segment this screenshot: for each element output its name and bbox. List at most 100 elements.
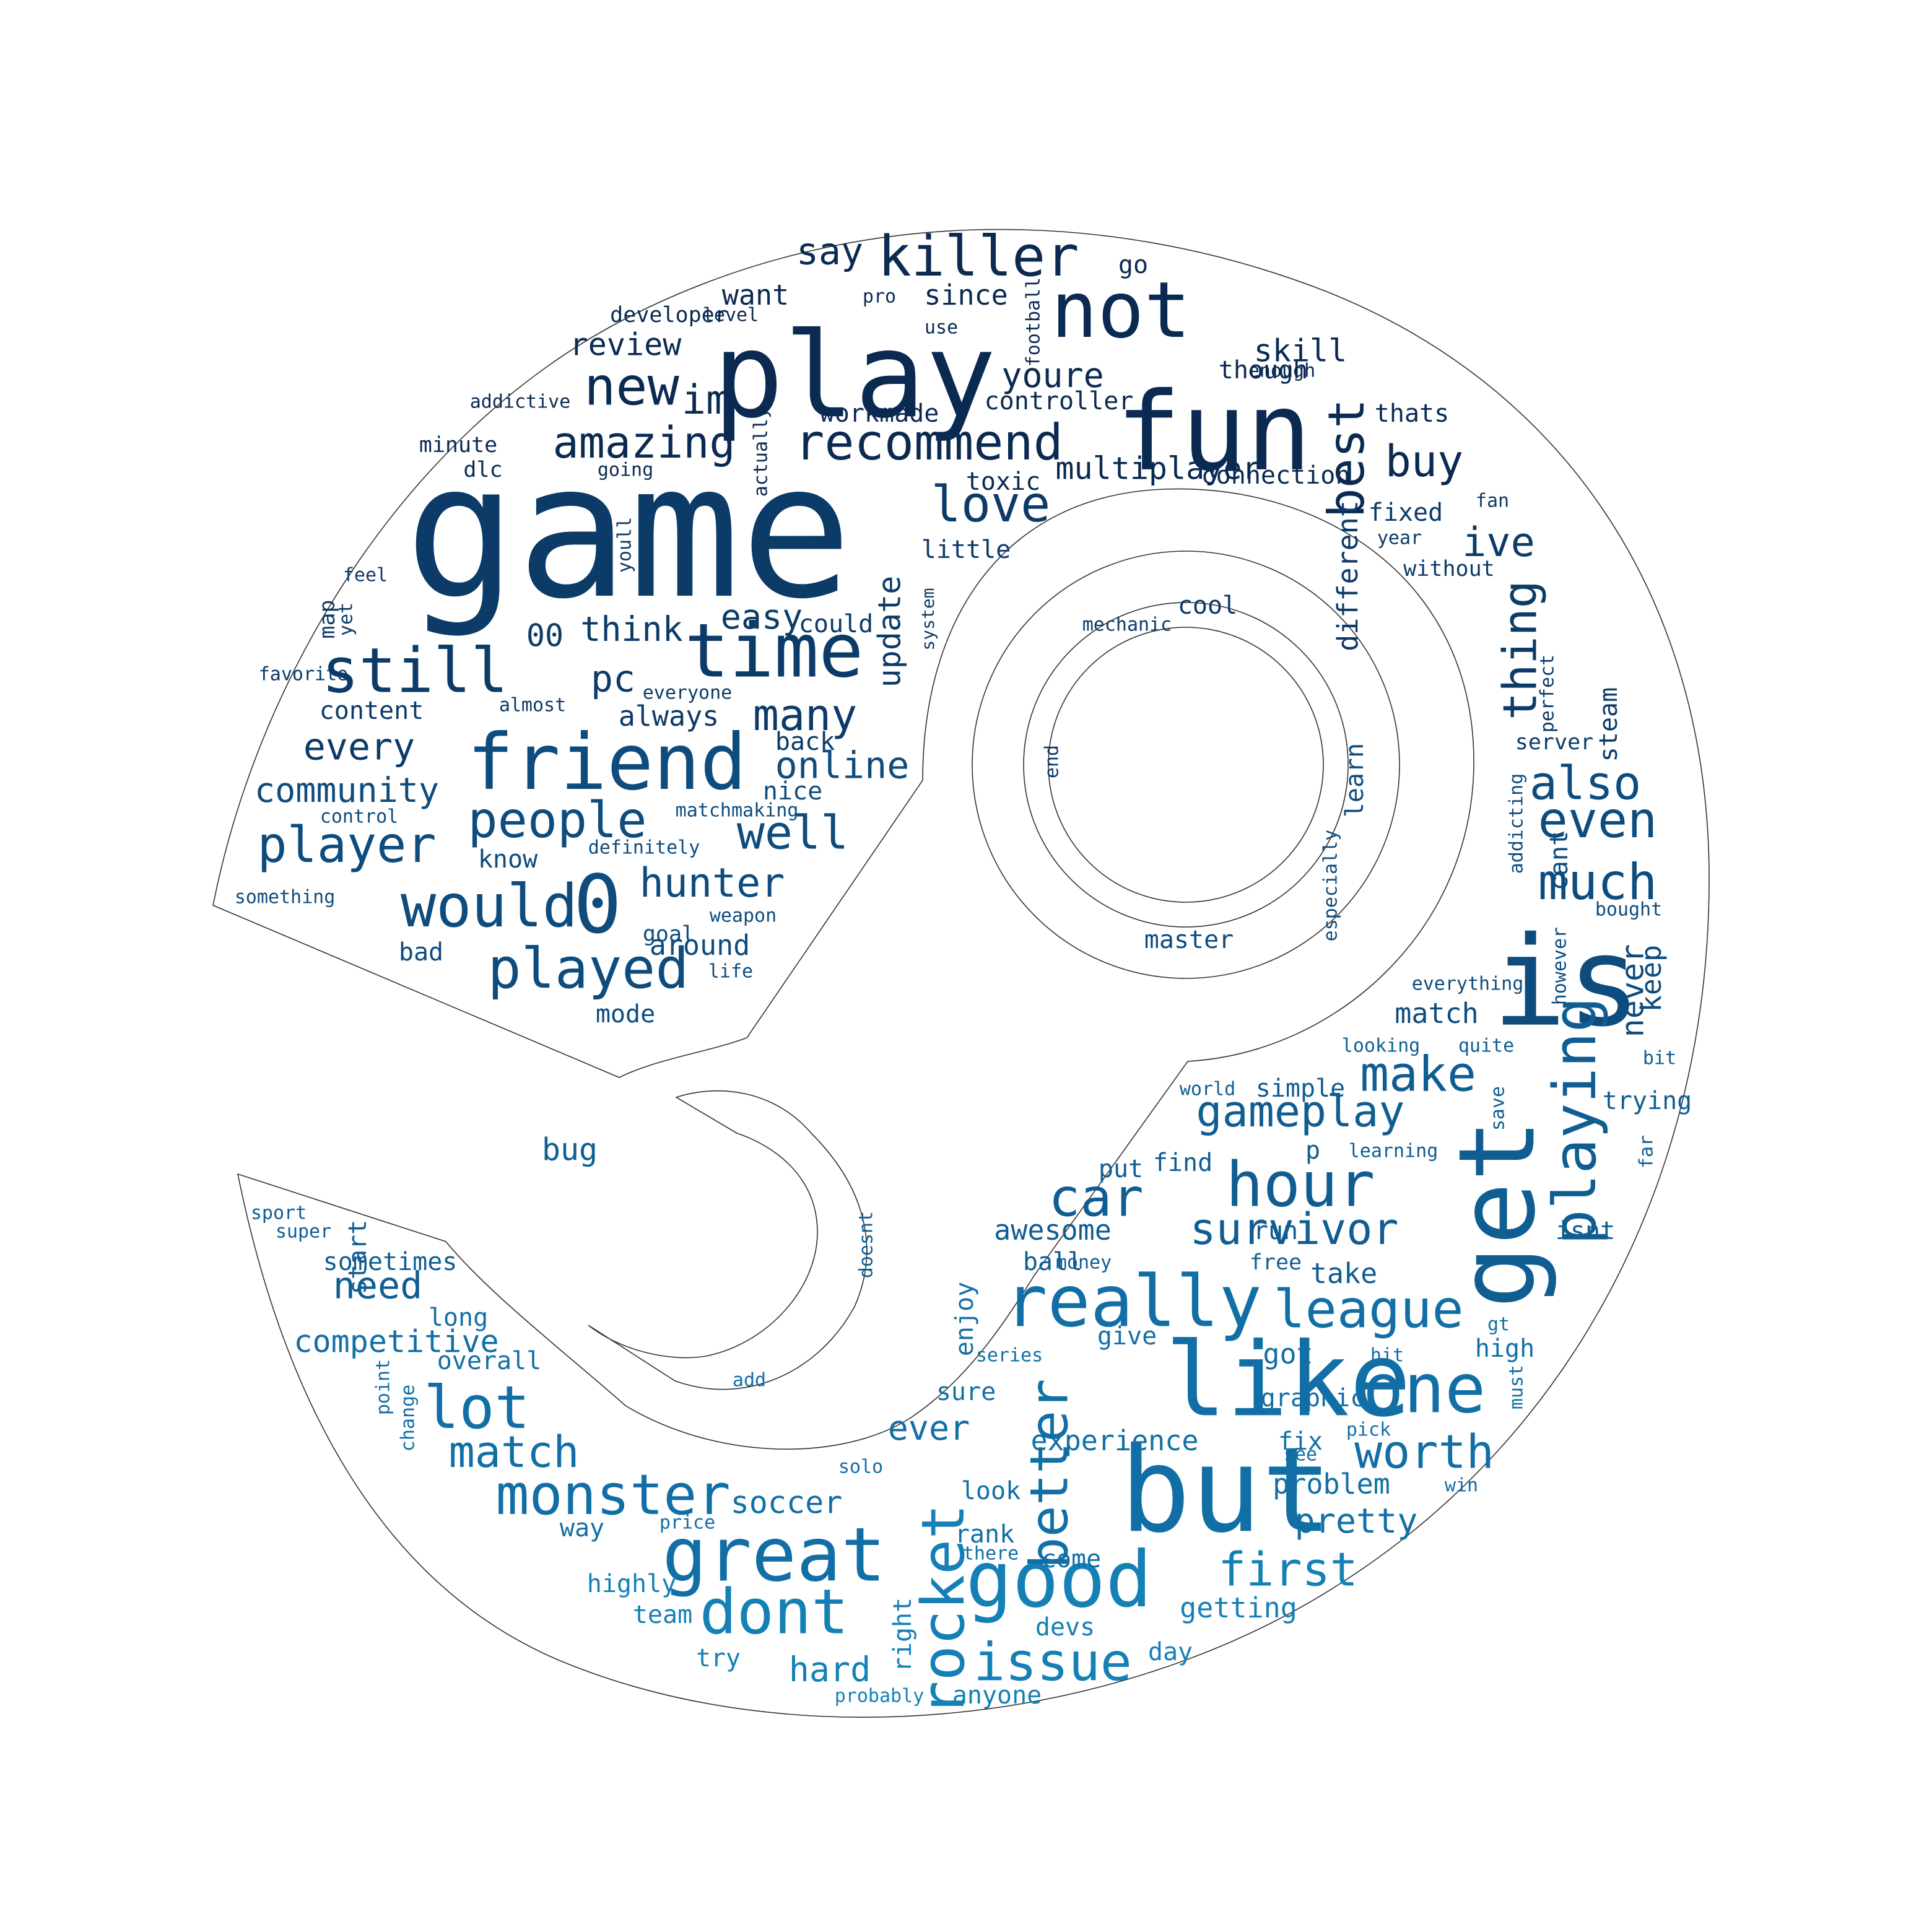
cloud-word: give [1097, 1322, 1157, 1351]
cloud-word: run [1253, 1217, 1298, 1245]
cloud-word: bit [1643, 1048, 1676, 1069]
cloud-word: fix [1278, 1427, 1323, 1456]
cloud-word: save [1487, 1086, 1509, 1131]
cloud-word: thats [1375, 399, 1449, 428]
cloud-word: map [315, 599, 340, 638]
cloud-word: put [1099, 1155, 1143, 1183]
cloud-word: fixed [1369, 498, 1443, 527]
cloud-word: better [1019, 1378, 1080, 1569]
cloud-word: match [1395, 997, 1478, 1030]
cloud-word: add [733, 1370, 766, 1391]
cloud-word: level [703, 305, 759, 326]
cloud-word: hour [1226, 1148, 1375, 1221]
cloud-word: make [1360, 1046, 1476, 1102]
cloud-word: car [1048, 1167, 1144, 1229]
cloud-word: sport [251, 1203, 307, 1224]
cloud-word: worth [1354, 1425, 1494, 1479]
cloud-word: killer [877, 224, 1079, 289]
cloud-word: say [796, 230, 863, 274]
cloud-word: even [1538, 791, 1658, 849]
cloud-word: there [963, 1543, 1019, 1565]
cloud-word: workmade [820, 399, 939, 428]
logo-outer-contour [212, 228, 1710, 1718]
cloud-word: must [1506, 1365, 1528, 1409]
cloud-word: going [598, 459, 653, 481]
cloud-word: every [303, 726, 416, 769]
cloud-word: different [1331, 500, 1364, 651]
steam-logo-outline [212, 228, 1710, 1718]
cloud-word: win [1445, 1475, 1478, 1497]
cloud-word: is [1492, 910, 1642, 1055]
cloud-word: always [619, 700, 720, 733]
cloud-word: especially [1320, 830, 1342, 942]
cloud-word: learning [1349, 1141, 1439, 1162]
cloud-word: experience [1031, 1424, 1199, 1457]
cloud-word: really [1004, 1261, 1261, 1344]
cloud-word: could [799, 610, 873, 638]
cloud-word: far [1636, 1135, 1658, 1168]
cloud-word: enough [1248, 360, 1315, 382]
cloud-word: thing [1493, 580, 1548, 720]
cloud-word: dont [700, 1575, 849, 1648]
cloud-word: weapon [710, 905, 777, 927]
cloud-word: pro [863, 286, 896, 308]
cloud-word: also [1530, 756, 1642, 811]
cloud-word: without [1403, 557, 1495, 581]
cloud-word: though [1219, 356, 1308, 385]
cloud-word: update [872, 576, 908, 688]
cloud-word: toxic [966, 468, 1040, 496]
cloud-word: anyone [952, 1681, 1042, 1710]
cloud-word: love [931, 476, 1051, 533]
cloud-word: hunter [640, 860, 785, 907]
cloud-word: rocket [910, 1503, 978, 1716]
cloud-word: got [1263, 1338, 1313, 1370]
cloud-word: quite [1458, 1035, 1514, 1057]
cloud-word: price [659, 1512, 715, 1534]
cloud-word: fun [1116, 370, 1312, 495]
cloud-word: life [708, 961, 753, 983]
cloud-word: little [921, 536, 1011, 564]
cloud-word: youll [614, 517, 636, 573]
cloud-word: end [1042, 745, 1063, 778]
cloud-word: series [976, 1345, 1043, 1367]
cloud-word: not [1051, 266, 1191, 355]
logo-ring-core [1048, 627, 1324, 903]
cloud-word: server [1515, 730, 1593, 755]
cloud-word: gameplay [1196, 1086, 1404, 1137]
cloud-word: think [580, 609, 683, 649]
cloud-word: mechanic [1082, 614, 1172, 636]
cloud-word: community [255, 770, 439, 810]
cloud-word: team [633, 1601, 692, 1629]
cloud-word: looking [1342, 1035, 1420, 1057]
cloud-word: long [429, 1303, 488, 1332]
cloud-word: way [560, 1514, 604, 1543]
cloud-word: good [965, 1535, 1152, 1625]
cloud-word: ive [1462, 520, 1534, 566]
cloud-word: isnt [1556, 1217, 1615, 1245]
cloud-word: know [478, 845, 538, 874]
cloud-word: getting [1180, 1591, 1297, 1624]
cloud-word: pretty [1295, 1501, 1418, 1541]
cloud-word: come [1042, 1545, 1101, 1573]
cloud-word: ball [1023, 1248, 1082, 1276]
cloud-word: problem [1273, 1468, 1390, 1500]
cloud-word: friend [467, 718, 747, 807]
cloud-word: bad [399, 938, 443, 967]
cloud-word: matchmaking [676, 800, 799, 822]
cloud-word: buy [1385, 436, 1463, 487]
cloud-word: great [662, 1513, 886, 1599]
cloud-word: issue [973, 1632, 1132, 1693]
cloud-word: however [1549, 927, 1571, 1005]
cloud-word: goal [643, 922, 695, 947]
cloud-word: bug [542, 1132, 598, 1168]
cloud-word: match [449, 1427, 580, 1477]
cloud-word: one [1363, 1349, 1486, 1428]
cloud-word: awesome [994, 1214, 1112, 1247]
logo-hook-inner [588, 1090, 868, 1390]
cloud-word: actually [751, 407, 772, 497]
cloud-word: overall [437, 1347, 542, 1375]
cloud-word: mode [596, 1000, 655, 1029]
cloud-word: hard [789, 1650, 871, 1689]
cloud-word: survivor [1190, 1204, 1398, 1255]
